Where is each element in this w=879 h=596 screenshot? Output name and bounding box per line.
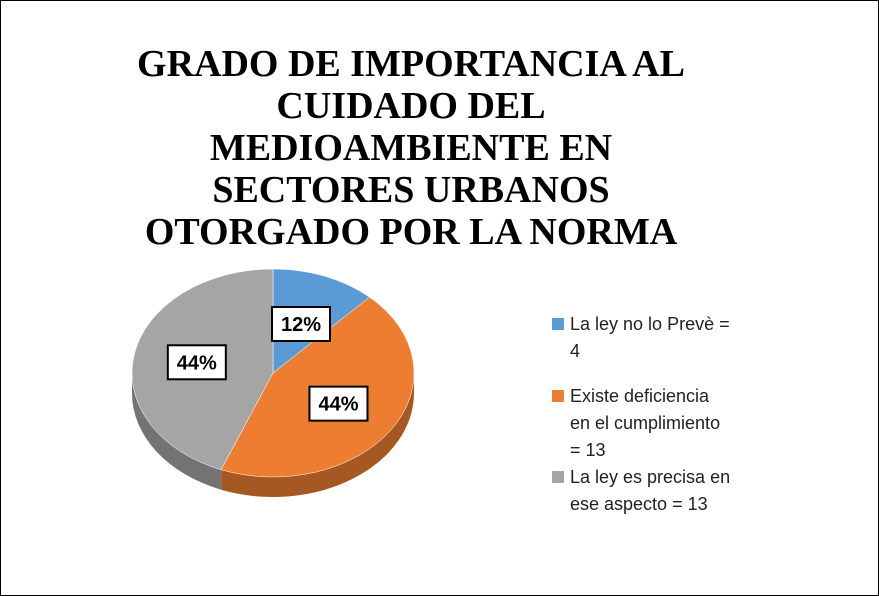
legend: La ley no lo Prevè = 4 Existe deficiencia… [552,311,732,528]
value-label: 44% [318,394,358,416]
legend-swatch [552,471,564,483]
slice-side [221,373,414,498]
legend-item: Existe deficiencia en el cumplimiento = … [552,383,732,464]
legend-label: Existe deficiencia en el cumplimiento = … [570,386,721,460]
legend-item: La ley no lo Prevè = 4 [552,311,732,365]
legend-label: La ley es precisa en ese aspecto = 13 [570,467,731,514]
chart-title: GRADO DE IMPORTANCIA AL CUIDADO DEL MEDI… [137,43,685,253]
slice-side [132,373,222,490]
value-label-box [271,306,331,342]
value-label-box [308,385,369,422]
value-label: 12% [281,314,321,336]
value-label: 44% [177,352,217,374]
legend-item: La ley es precisa en ese aspecto = 13 [552,464,732,518]
legend-label: La ley no lo Prevè = 4 [570,314,730,361]
legend-swatch [552,390,564,402]
legend-swatch [552,318,564,330]
value-label-box [166,344,227,381]
